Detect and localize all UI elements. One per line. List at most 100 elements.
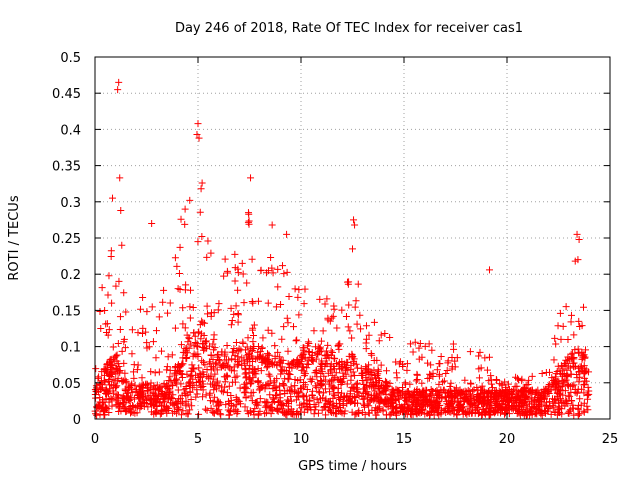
data-point <box>126 383 134 391</box>
data-point <box>181 205 189 213</box>
data-point <box>448 391 456 399</box>
data-point <box>335 394 343 402</box>
data-point <box>553 378 561 386</box>
data-point <box>201 405 209 413</box>
data-point <box>580 364 588 372</box>
data-point <box>189 375 197 383</box>
data-point <box>137 382 145 390</box>
data-point <box>562 376 570 384</box>
data-point <box>544 384 552 392</box>
data-point <box>435 401 443 409</box>
data-point <box>244 351 252 359</box>
data-point <box>448 363 456 371</box>
data-point <box>264 326 272 334</box>
data-point <box>207 351 215 359</box>
data-point <box>363 388 371 396</box>
data-point <box>116 174 124 182</box>
data-point <box>559 399 567 407</box>
data-point <box>450 403 458 411</box>
data-point <box>434 392 442 400</box>
data-point <box>573 230 581 238</box>
data-point <box>129 401 137 409</box>
data-point <box>209 398 217 406</box>
data-point <box>285 387 293 395</box>
data-point <box>115 367 123 375</box>
data-point <box>300 393 308 401</box>
data-point <box>564 336 572 344</box>
data-point <box>502 386 510 394</box>
data-point <box>315 399 323 407</box>
data-point <box>527 397 535 405</box>
data-point <box>522 386 530 394</box>
data-point <box>288 410 296 418</box>
data-point <box>293 389 301 397</box>
data-point <box>522 395 530 403</box>
data-point <box>224 269 232 277</box>
data-point <box>404 388 412 396</box>
data-point <box>198 357 206 365</box>
data-point <box>231 277 239 285</box>
data-point <box>548 374 556 382</box>
data-point <box>234 269 242 277</box>
data-point <box>571 386 579 394</box>
data-point <box>137 401 145 409</box>
data-point <box>244 209 252 217</box>
data-point <box>189 303 197 311</box>
data-point <box>557 335 565 343</box>
data-point <box>567 350 575 358</box>
data-point <box>247 392 255 400</box>
data-point <box>476 398 484 406</box>
data-point <box>258 344 266 352</box>
data-point <box>277 359 285 367</box>
data-point <box>329 312 337 320</box>
data-point <box>139 330 147 338</box>
data-point <box>308 356 316 364</box>
data-point <box>191 339 199 347</box>
data-point <box>445 408 453 416</box>
data-point <box>265 382 273 390</box>
data-point <box>409 411 417 419</box>
data-point <box>109 194 117 202</box>
data-point <box>108 299 116 307</box>
data-point <box>251 405 259 413</box>
data-point <box>207 312 215 320</box>
plot-frame <box>94 56 611 420</box>
data-point <box>135 395 143 403</box>
data-point <box>292 396 300 404</box>
data-point <box>121 369 129 377</box>
data-point <box>114 391 122 399</box>
data-point <box>299 391 307 399</box>
data-point <box>403 407 411 415</box>
data-point <box>231 250 239 258</box>
data-point <box>211 381 219 389</box>
data-point <box>388 396 396 404</box>
data-point <box>227 391 235 399</box>
data-point <box>371 371 379 379</box>
data-point <box>575 378 583 386</box>
data-point <box>529 404 537 412</box>
data-point <box>204 237 212 245</box>
data-point <box>570 331 578 339</box>
data-point <box>346 327 354 335</box>
data-point <box>559 365 567 373</box>
data-point <box>512 404 520 412</box>
data-point <box>584 383 592 391</box>
data-point <box>288 359 296 367</box>
data-point <box>299 350 307 358</box>
data-point <box>399 363 407 371</box>
data-point <box>464 386 472 394</box>
data-point <box>96 380 104 388</box>
data-point <box>93 411 101 419</box>
data-point <box>461 376 469 384</box>
data-point <box>538 411 546 419</box>
data-point <box>417 391 425 399</box>
data-point <box>270 398 278 406</box>
data-point <box>339 372 347 380</box>
data-point <box>223 341 231 349</box>
data-point <box>103 320 111 328</box>
data-point <box>358 369 366 377</box>
data-point <box>225 356 233 364</box>
data-point <box>474 410 482 418</box>
data-point <box>335 361 343 369</box>
data-point <box>103 369 111 377</box>
